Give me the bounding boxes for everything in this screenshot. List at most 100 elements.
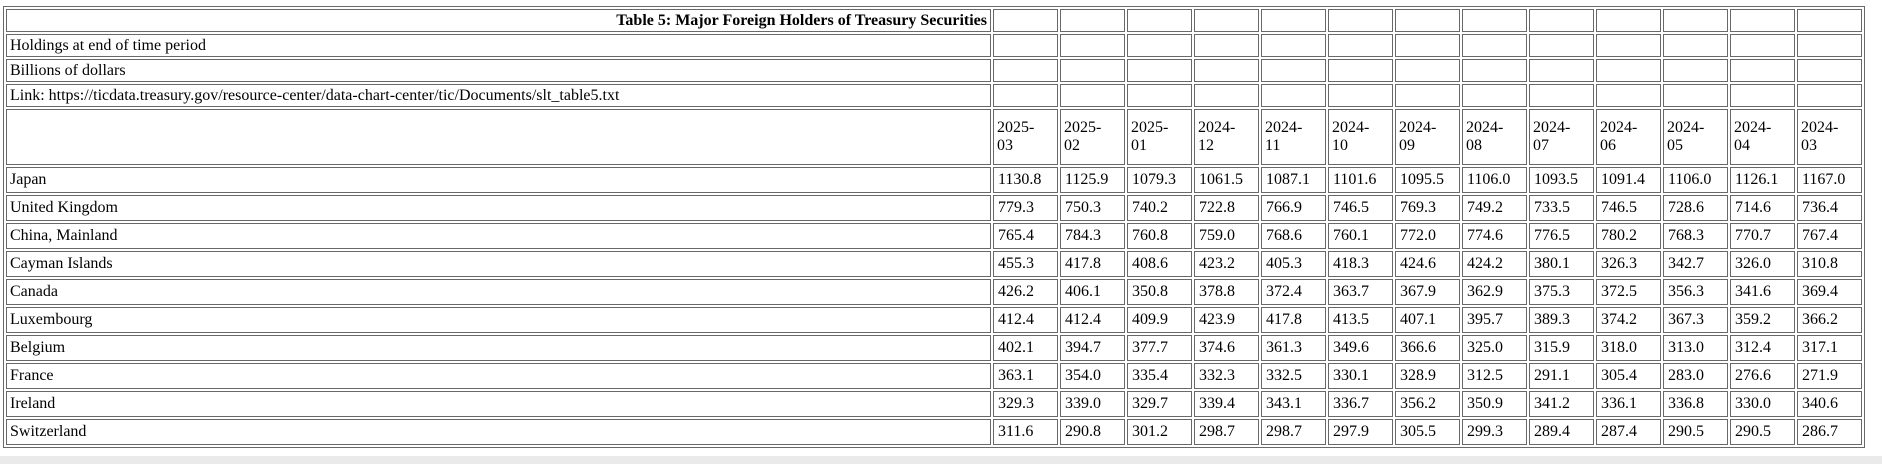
value-cell: 343.1 [1261,391,1326,417]
value-cell: 289.4 [1529,419,1594,445]
value-cell: 760.1 [1328,223,1393,249]
note-row-units: Billions of dollars [6,59,1862,82]
note-row-holdings: Holdings at end of time period [6,34,1862,57]
value-cell: 356.2 [1395,391,1460,417]
table-row-china-mainland: China, Mainland 765.4 784.3 760.8 759.0 768.6… [6,223,1862,249]
value-cell: 310.8 [1797,251,1862,277]
table-row-switzerland: Switzerland 311.6 290.8 301.2 298.7 298.7 297.… [6,419,1862,445]
value-cell: 299.3 [1462,419,1527,445]
date-header-label: 2024-07 [1533,119,1571,154]
empty-cell [1462,59,1527,82]
value-cell: 271.9 [1797,363,1862,389]
table-title: Table 5: Major Foreign Holders of Treasu… [6,9,991,32]
empty-cell [1127,84,1192,107]
date-header-label: 2024-09 [1399,119,1437,154]
value-cell: 408.6 [1127,251,1192,277]
value-cell: 412.4 [1060,307,1125,333]
empty-cell [1529,59,1594,82]
empty-cell [1127,9,1192,32]
date-header-label: 2025-03 [997,119,1035,154]
country-cell: Switzerland [6,419,991,445]
value-cell: 722.8 [1194,195,1259,221]
value-cell: 328.9 [1395,363,1460,389]
value-cell: 326.3 [1596,251,1661,277]
value-cell: 779.3 [993,195,1058,221]
country-cell: China, Mainland [6,223,991,249]
value-cell: 350.8 [1127,279,1192,305]
value-cell: 740.2 [1127,195,1192,221]
value-cell: 418.3 [1328,251,1393,277]
value-cell: 375.3 [1529,279,1594,305]
empty-cell [1663,59,1728,82]
table-row-luxembourg: Luxembourg 412.4 412.4 409.9 423.9 417.8 413.5… [6,307,1862,333]
date-header: 2024-11 [1261,109,1326,165]
value-cell: 341.6 [1730,279,1795,305]
empty-cell [1663,34,1728,57]
empty-cell [1529,84,1594,107]
empty-cell [1529,34,1594,57]
value-cell: 1093.5 [1529,167,1594,193]
value-cell: 424.6 [1395,251,1460,277]
empty-cell [1797,59,1862,82]
table-body: Table 5: Major Foreign Holders of Treasu… [6,9,1862,445]
value-cell: 389.3 [1529,307,1594,333]
empty-cell [1663,9,1728,32]
page: Table 5: Major Foreign Holders of Treasu… [3,6,1865,448]
date-header-label: 2024-12 [1198,119,1236,154]
value-cell: 776.5 [1529,223,1594,249]
value-cell: 406.1 [1060,279,1125,305]
value-cell: 330.0 [1730,391,1795,417]
date-header: 2024-12 [1194,109,1259,165]
table-row-ireland: Ireland 329.3 339.0 329.7 339.4 343.1 336.7 356… [6,391,1862,417]
value-cell: 1126.1 [1730,167,1795,193]
empty-cell [1395,34,1460,57]
value-cell: 760.8 [1127,223,1192,249]
country-cell: Canada [6,279,991,305]
value-cell: 326.0 [1730,251,1795,277]
date-header-label: 2024-11 [1265,119,1303,154]
empty-cell [1462,84,1527,107]
date-header-label: 2024-03 [1801,119,1839,154]
value-cell: 1061.5 [1194,167,1259,193]
empty-cell [1060,9,1125,32]
value-cell: 413.5 [1328,307,1393,333]
table-row-cayman-islands: Cayman Islands 455.3 417.8 408.6 423.2 405.3 4… [6,251,1862,277]
empty-cell [993,9,1058,32]
country-cell: Cayman Islands [6,251,991,277]
value-cell: 372.4 [1261,279,1326,305]
value-cell: 749.2 [1462,195,1527,221]
value-cell: 768.3 [1663,223,1728,249]
value-cell: 770.7 [1730,223,1795,249]
empty-cell [1127,34,1192,57]
value-cell: 412.4 [993,307,1058,333]
value-cell: 283.0 [1663,363,1728,389]
value-cell: 363.1 [993,363,1058,389]
date-header-label: 2024-06 [1600,119,1638,154]
value-cell: 329.3 [993,391,1058,417]
value-cell: 455.3 [993,251,1058,277]
value-cell: 335.4 [1127,363,1192,389]
value-cell: 297.9 [1328,419,1393,445]
value-cell: 769.3 [1395,195,1460,221]
empty-cell [1730,9,1795,32]
empty-cell [1194,84,1259,107]
value-cell: 356.3 [1663,279,1728,305]
value-cell: 746.5 [1596,195,1661,221]
value-cell: 1095.5 [1395,167,1460,193]
value-cell: 332.3 [1194,363,1259,389]
empty-cell [1194,34,1259,57]
empty-corner-cell [6,109,991,165]
value-cell: 336.7 [1328,391,1393,417]
value-cell: 728.6 [1663,195,1728,221]
date-header-label: 2025-02 [1064,119,1102,154]
value-cell: 772.0 [1395,223,1460,249]
value-cell: 350.9 [1462,391,1527,417]
table-row-canada: Canada 426.2 406.1 350.8 378.8 372.4 363.7 367.… [6,279,1862,305]
note-holdings-period: Holdings at end of time period [6,34,991,57]
empty-cell [1730,34,1795,57]
value-cell: 736.4 [1797,195,1862,221]
value-cell: 759.0 [1194,223,1259,249]
value-cell: 290.5 [1663,419,1728,445]
value-cell: 1125.9 [1060,167,1125,193]
date-header: 2025-03 [993,109,1058,165]
